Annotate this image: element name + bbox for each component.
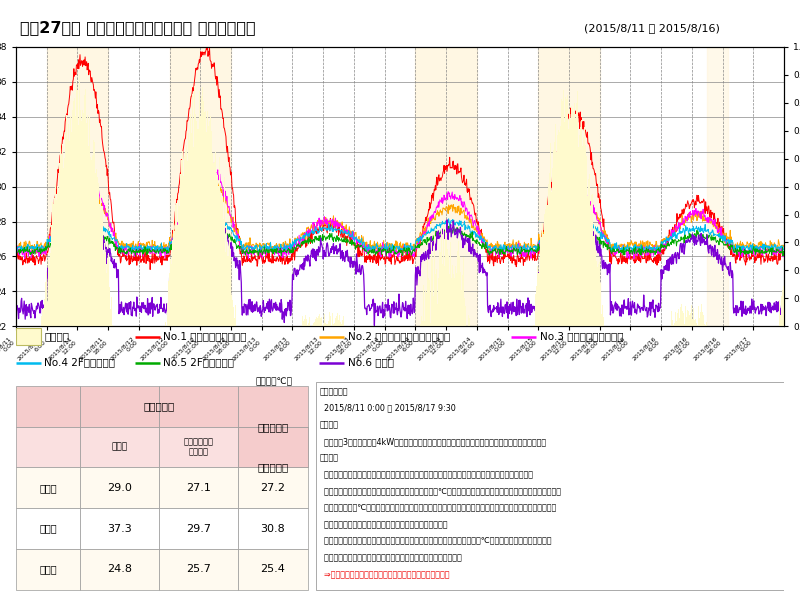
Bar (415, 47, 477, 326)
Bar (16, 328, 41, 345)
Text: 2015/8/11 0:00 ～ 2015/8/17 9:30: 2015/8/11 0:00 ～ 2015/8/17 9:30 (319, 404, 456, 413)
Text: ハニカム未使用の窓は、日中の窓表面温度と外気温を比較すると最高は６℃近くの差が生じており、この: ハニカム未使用の窓は、日中の窓表面温度と外気温を比較すると最高は６℃近くの差が生… (319, 537, 552, 546)
Bar (159, 549, 238, 590)
Text: 温度差分の熱が、窓から直接室内に侵入していると考えられる。: 温度差分の熱が、窓から直接室内に侵入していると考えられる。 (319, 553, 462, 562)
Bar (238, 467, 308, 508)
Bar (46, 47, 108, 326)
Bar (238, 427, 308, 467)
Text: 平成27年度 夏季休業期間の協会社屋 温熱測定結果: 平成27年度 夏季休業期間の協会社屋 温熱測定結果 (20, 20, 255, 35)
Bar (80, 427, 159, 467)
Bar (16, 549, 80, 590)
Text: （単位：℃）: （単位：℃） (255, 377, 293, 386)
Text: 【検証期間】: 【検証期間】 (319, 387, 348, 396)
Bar (16, 508, 80, 549)
Bar (238, 508, 308, 549)
Text: 29.7: 29.7 (186, 524, 211, 533)
Text: ハニカムブラインド（以下、ハニカム）の断熱効果検証のため、窓の表面温度を測定、比較した。: ハニカムブラインド（以下、ハニカム）の断熱効果検証のため、窓の表面温度を測定、比… (319, 470, 534, 479)
Text: 最大値: 最大値 (39, 524, 57, 533)
Text: 【条件】: 【条件】 (319, 421, 338, 430)
Text: 平均値: 平均値 (39, 483, 57, 493)
Bar (16, 427, 80, 467)
Text: ⇒ハニカムは夏期の室内の温度上昇抑制に効果的である。: ⇒ハニカムは夏期の室内の温度上昇抑制に効果的である。 (319, 570, 450, 579)
Text: No.1 ハニカム有・窓表面: No.1 ハニカム有・窓表面 (163, 332, 247, 341)
Text: ハニカム有: ハニカム有 (143, 401, 174, 412)
Text: ハニカム無: ハニカム無 (257, 422, 289, 432)
Bar (170, 47, 231, 326)
Bar (238, 427, 308, 467)
Bar (707, 47, 728, 326)
Text: 【結果】: 【結果】 (319, 454, 338, 463)
Text: 空間で、室内への熱流入が抑えられていることがわかる。: 空間で、室内への熱流入が抑えられていることがわかる。 (319, 520, 448, 529)
Bar (159, 386, 238, 427)
Text: No.5 2F事務所　西: No.5 2F事務所 西 (163, 358, 234, 368)
Text: 25.7: 25.7 (186, 564, 211, 574)
Text: No.6 外気温: No.6 外気温 (348, 358, 394, 368)
Bar (538, 47, 600, 326)
Text: ハニカム使用の窓では、窓表面温度が最高で３７．３℃まで上がっている一方で、室内側のハニカム表面温度: ハニカム使用の窓では、窓表面温度が最高で３７．３℃まで上がっている一方で、室内側… (319, 487, 562, 496)
Text: ハニカム表面
（室内）: ハニカム表面 （室内） (183, 437, 214, 457)
Text: ハニカム無: ハニカム無 (257, 463, 289, 472)
Bar (159, 467, 238, 508)
Bar (238, 549, 308, 590)
Bar (159, 508, 238, 549)
Text: 27.1: 27.1 (186, 483, 211, 493)
Bar (80, 467, 159, 508)
Text: No.3 ハニカム無・窓表面: No.3 ハニカム無・窓表面 (540, 332, 623, 341)
Text: 29.0: 29.0 (107, 483, 132, 493)
Text: エアコン3台稼働（出力4kW）、全館冷房、北側の直射日光が当たらない窓の室内側にセンサを設置: エアコン3台稼働（出力4kW）、全館冷房、北側の直射日光が当たらない窓の室内側に… (319, 437, 546, 446)
Text: 27.2: 27.2 (260, 483, 286, 493)
Text: No.4 2F事務所　東: No.4 2F事務所 東 (45, 358, 115, 368)
Text: (2015/8/11 ～ 2015/8/16): (2015/8/11 ～ 2015/8/16) (584, 23, 720, 33)
Text: 25.4: 25.4 (260, 564, 286, 574)
Bar (315, 382, 784, 590)
Text: 24.8: 24.8 (107, 564, 132, 574)
Bar (80, 508, 159, 549)
Text: は最高でも３０℃未満に抑えられている。窓から侵入した熱がハニカムによって遥られ、窓・ハニカム間の: は最高でも３０℃未満に抑えられている。窓から侵入した熱がハニカムによって遥られ、… (319, 503, 557, 512)
Text: 窓表面: 窓表面 (111, 443, 128, 452)
Text: 最小値: 最小値 (39, 564, 57, 574)
Bar (16, 386, 80, 427)
Text: No.2 ハニカム有・ハニカム表面: No.2 ハニカム有・ハニカム表面 (348, 332, 450, 341)
Bar (80, 549, 159, 590)
Bar (159, 427, 238, 467)
Text: 30.8: 30.8 (261, 524, 285, 533)
Bar (238, 386, 308, 427)
Text: 日照時間: 日照時間 (45, 332, 70, 341)
Text: 37.3: 37.3 (107, 524, 132, 533)
Bar (80, 386, 159, 427)
Bar (16, 467, 80, 508)
